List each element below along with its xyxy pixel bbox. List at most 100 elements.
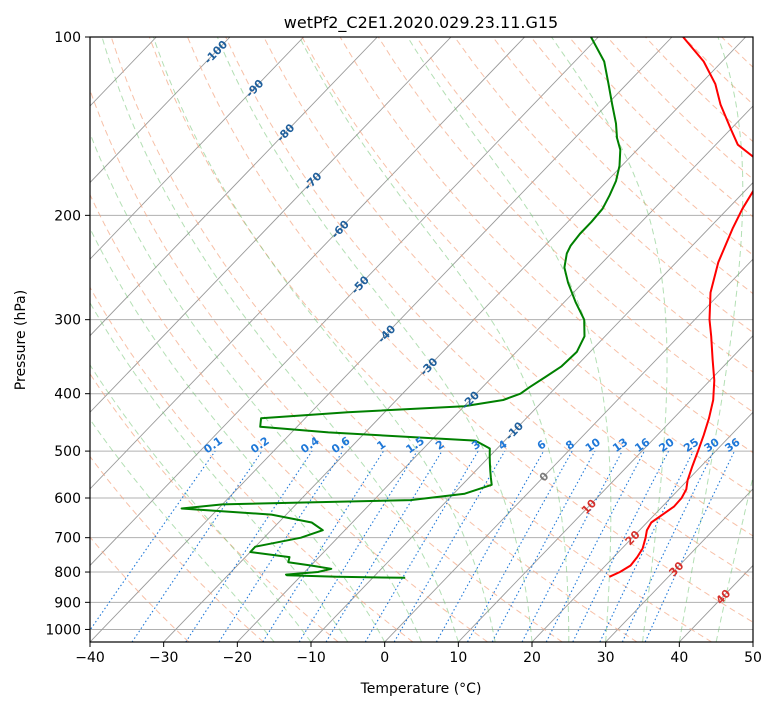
mixing-ratio-label: 30 (702, 435, 722, 455)
mixing-ratio-label: 8 (563, 438, 577, 453)
y-tick-label: 1000 (45, 622, 81, 638)
x-tick-label: −30 (149, 650, 179, 666)
moist-adiabat-line (90, 363, 312, 642)
dry-adiabat-line (760, 37, 775, 642)
isotherm-line (90, 37, 452, 413)
y-axis-label: Pressure (hPa) (13, 290, 29, 390)
x-axis-label: Temperature (°C) (360, 681, 482, 697)
mixing-ratio-line (435, 450, 545, 642)
x-tick-label: 30 (597, 650, 615, 666)
x-tick-label: −40 (75, 650, 105, 666)
dry-adiabat-line (110, 37, 638, 642)
x-tick-label: −20 (223, 650, 253, 666)
dry-adiabat-line (301, 37, 753, 495)
isotherm-line (163, 37, 747, 642)
temperature-profile (608, 37, 753, 578)
x-tick-label: 0 (380, 650, 389, 666)
moist-adiabat-line (101, 37, 459, 642)
mixing-ratio-label: 20 (657, 435, 677, 455)
mixing-ratio-label: 36 (723, 435, 743, 455)
dry-adiabat-line (90, 372, 339, 642)
dry-adiabat-line (454, 37, 753, 334)
isotherm-line (605, 488, 753, 642)
mixing-ratio-line (572, 450, 670, 642)
dry-adiabat-line (530, 37, 753, 256)
isotherm-line (90, 37, 305, 260)
x-tick-label: 20 (523, 650, 541, 666)
dry-adiabat-line (492, 37, 753, 295)
isotherm-line (90, 37, 526, 490)
mixing-ratio-line (218, 450, 344, 642)
mixing-ratio-label: 0.4 (298, 434, 322, 456)
x-tick-label: −10 (296, 650, 326, 666)
isotherm-line (384, 258, 753, 642)
background-lines (0, 37, 775, 642)
moist-adiabat-line (90, 301, 349, 642)
y-tick-label: 800 (54, 565, 81, 581)
moist-adiabat-line (678, 37, 744, 642)
dry-adiabat-line (339, 37, 753, 454)
moist-adiabat-line (551, 37, 668, 642)
mixing-ratio-label: 1 (375, 438, 389, 453)
mixing-ratio-line (393, 450, 506, 642)
isotherm-line (679, 564, 753, 642)
x-tick-label: 50 (744, 650, 762, 666)
mixing-ratio-line (325, 450, 443, 642)
dry-adiabat-line (90, 455, 264, 642)
dry-adiabat-line (90, 193, 488, 642)
moist-adiabat-line (90, 131, 422, 642)
y-tick-label: 200 (54, 208, 81, 224)
mixing-ratio-label: 0.1 (201, 434, 224, 456)
x-tick-label: 10 (449, 650, 467, 666)
isotherm-line (90, 37, 231, 184)
mixing-ratio-line (621, 450, 715, 642)
dry-adiabat-line (187, 37, 753, 623)
dry-adiabat-line (415, 37, 753, 373)
mixing-ratio-line (185, 450, 313, 642)
moist-adiabat-line (90, 418, 275, 642)
mixing-ratio-line (90, 450, 216, 632)
moist-adiabat-line (216, 37, 533, 642)
moist-adiabat-line (152, 37, 496, 642)
mixing-ratio-line (491, 450, 596, 642)
mixing-ratio-label: 6 (535, 437, 549, 452)
y-tick-label: 400 (54, 387, 81, 403)
mixing-ratio-label: 0.6 (329, 434, 353, 456)
mixing-ratio-label: 16 (632, 435, 652, 455)
profile-lines (180, 37, 753, 579)
mixing-ratio-label: 2 (433, 438, 447, 453)
mixing-ratio-line (298, 450, 418, 642)
dry-adiabat-line (148, 37, 712, 642)
isotherm-line (237, 105, 753, 642)
dry-adiabat-line (263, 37, 753, 537)
isotherm-label: -100 (202, 38, 231, 67)
chart-title: wetPf2_C2E1.2020.029.23.11.G15 (284, 13, 558, 33)
isotherm-line (458, 335, 753, 642)
y-tick-label: 300 (54, 313, 81, 329)
moist-adiabat-line (407, 37, 612, 642)
dry-adiabat-line (90, 88, 563, 642)
mixing-ratio-line (262, 450, 384, 642)
y-tick-label: 500 (54, 444, 81, 460)
x-axis: −40 −30 −20 −10 0 10 20 30 40 50 (75, 642, 762, 666)
y-tick-label: 900 (54, 595, 81, 611)
x-tick-label: 40 (670, 650, 688, 666)
mixing-ratio-line (467, 450, 573, 642)
isotherm-line (752, 641, 753, 642)
dry-adiabat-line (90, 286, 414, 642)
y-axis: 1000 900 800 700 600 500 400 300 200 100 (45, 30, 90, 638)
dewpoint-profile (180, 37, 622, 579)
line-labels: 0.1 0.2 0.4 0.6 1 1.5 2 3 4 6 8 10 13 16 20 25 30 36-100-… (201, 38, 742, 607)
mixing-ratio-line (364, 450, 479, 642)
dry-adiabat-line (568, 37, 753, 218)
mixing-ratio-line (644, 450, 735, 642)
isotherm-line (0, 37, 9, 642)
y-tick-label: 700 (54, 531, 81, 547)
moist-adiabat-line (90, 227, 386, 642)
isotherm-line (531, 411, 753, 642)
isotherm-line (90, 37, 378, 337)
y-tick-label: 600 (54, 491, 81, 507)
moist-adiabat-line (715, 475, 753, 642)
isotherm-line (90, 37, 599, 567)
